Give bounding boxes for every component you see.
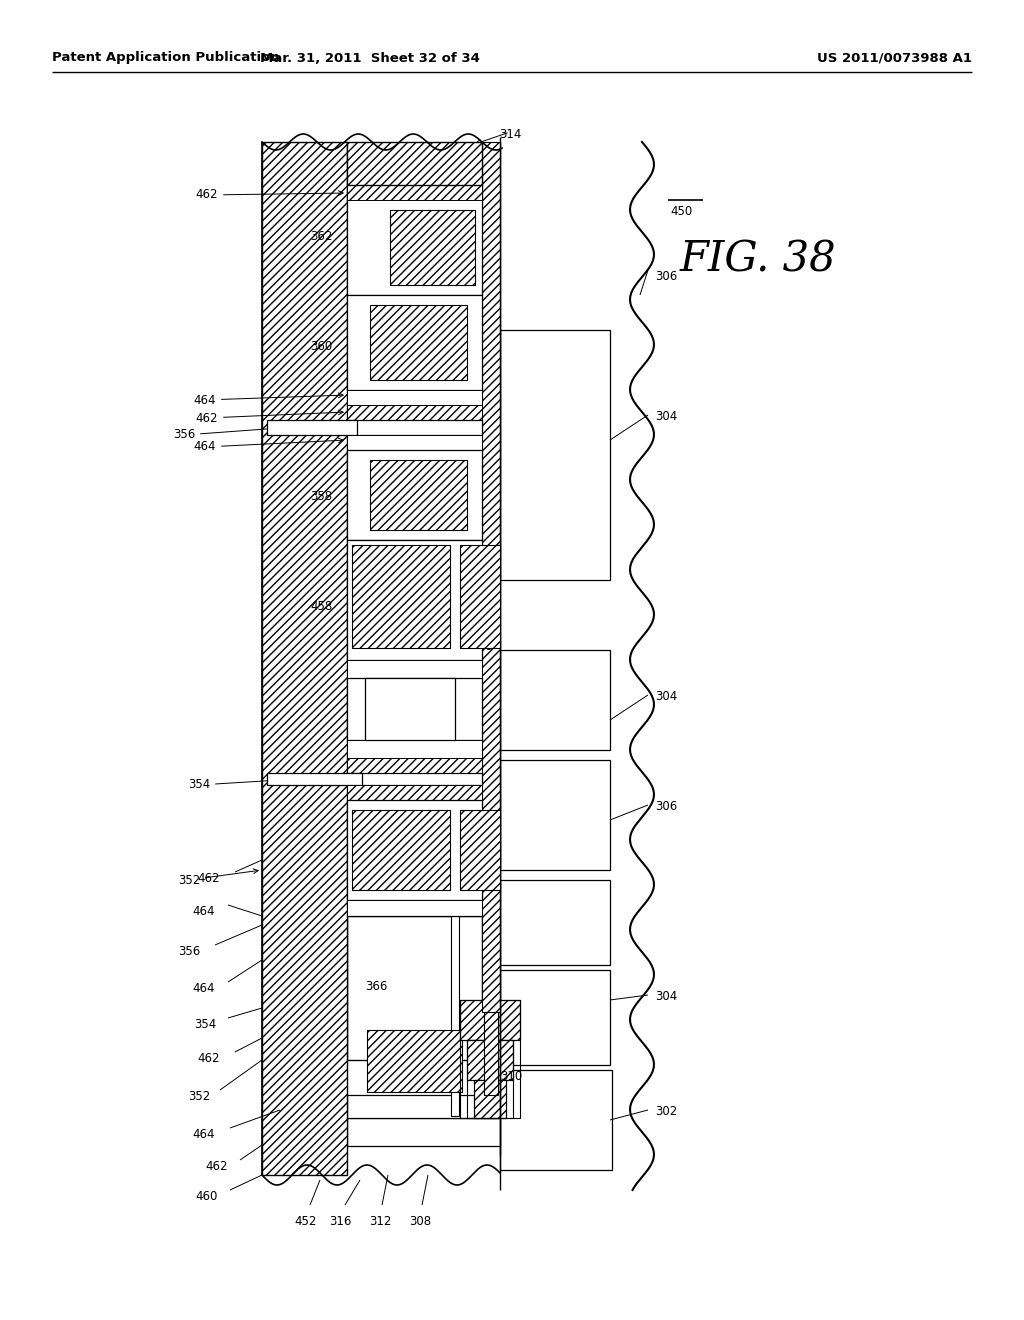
Bar <box>347 420 482 436</box>
Text: 464: 464 <box>194 438 343 454</box>
Bar <box>347 143 482 185</box>
Text: 316: 316 <box>329 1214 351 1228</box>
Text: 460: 460 <box>196 1191 218 1203</box>
Text: 354: 354 <box>194 1018 216 1031</box>
Text: 464: 464 <box>193 1129 215 1140</box>
Bar <box>500 649 610 750</box>
Bar <box>347 916 482 1060</box>
Bar <box>347 741 482 758</box>
Text: 312: 312 <box>369 1214 391 1228</box>
Bar <box>365 678 455 741</box>
Text: 366: 366 <box>400 227 422 240</box>
Bar <box>500 970 610 1065</box>
Text: 308: 308 <box>409 1214 431 1228</box>
Bar <box>347 185 482 294</box>
Bar <box>500 143 642 1191</box>
Text: 462: 462 <box>196 411 343 425</box>
Text: 452: 452 <box>360 850 382 863</box>
Bar <box>474 1080 506 1118</box>
Bar <box>262 143 347 1175</box>
Text: 306: 306 <box>655 800 677 813</box>
Text: 354: 354 <box>187 779 276 792</box>
Bar <box>460 810 500 890</box>
Bar <box>347 678 482 741</box>
Bar <box>500 880 610 965</box>
Bar <box>347 774 482 785</box>
Bar <box>484 1001 498 1096</box>
Bar <box>347 758 482 774</box>
Bar <box>370 459 467 531</box>
Bar <box>347 900 482 916</box>
Bar <box>352 545 450 648</box>
Bar <box>352 810 450 890</box>
Text: 462: 462 <box>198 1052 220 1065</box>
Text: 304: 304 <box>655 990 677 1003</box>
Bar <box>500 1071 612 1170</box>
Bar <box>460 1001 520 1118</box>
Bar <box>347 185 482 201</box>
Text: 464: 464 <box>194 393 343 407</box>
Text: 366: 366 <box>365 979 387 993</box>
Bar <box>347 436 482 450</box>
Text: 306: 306 <box>655 271 677 282</box>
Bar <box>467 1040 513 1080</box>
Bar <box>347 1096 500 1118</box>
Bar <box>370 305 467 380</box>
Text: 304: 304 <box>655 690 677 704</box>
Bar <box>267 420 357 436</box>
Text: 302: 302 <box>655 1105 677 1118</box>
Bar <box>451 916 459 1115</box>
Text: FIG. 38: FIG. 38 <box>680 239 837 281</box>
Text: 356: 356 <box>173 426 276 441</box>
Bar <box>390 210 475 285</box>
Text: 360: 360 <box>310 341 332 352</box>
Text: US 2011/0073988 A1: US 2011/0073988 A1 <box>817 51 972 65</box>
Text: 304: 304 <box>655 411 677 422</box>
Text: 462: 462 <box>196 189 343 202</box>
Bar <box>500 330 610 579</box>
Bar <box>347 785 482 800</box>
Bar <box>482 143 500 1012</box>
Text: 366: 366 <box>390 714 413 727</box>
Text: Mar. 31, 2011  Sheet 32 of 34: Mar. 31, 2011 Sheet 32 of 34 <box>260 51 480 65</box>
Text: 362: 362 <box>310 230 333 243</box>
Text: 450: 450 <box>670 205 692 218</box>
Bar <box>267 774 362 785</box>
Bar <box>467 1040 513 1118</box>
Bar <box>367 1030 462 1092</box>
Bar <box>500 760 610 870</box>
Bar <box>347 660 482 678</box>
Bar <box>460 1001 520 1040</box>
Bar <box>347 540 482 660</box>
Bar <box>347 800 482 900</box>
Text: 358: 358 <box>310 490 332 503</box>
Bar <box>347 294 482 389</box>
Text: 314: 314 <box>499 128 521 141</box>
Bar <box>347 1118 500 1146</box>
Text: 462: 462 <box>206 1160 228 1173</box>
Text: 352: 352 <box>178 869 258 887</box>
Text: 310: 310 <box>500 1071 522 1082</box>
Bar <box>347 389 482 405</box>
Text: 452: 452 <box>295 1214 317 1228</box>
Bar <box>460 1001 520 1040</box>
Text: 464: 464 <box>193 906 215 917</box>
Text: Patent Application Publication: Patent Application Publication <box>52 51 280 65</box>
Bar <box>467 1040 513 1080</box>
Text: 458: 458 <box>310 601 332 612</box>
Text: 352: 352 <box>187 1090 210 1104</box>
Text: 462: 462 <box>198 873 220 884</box>
Text: 316: 316 <box>470 640 493 653</box>
Bar <box>460 545 500 648</box>
Text: 464: 464 <box>193 982 215 995</box>
Bar <box>474 1080 506 1118</box>
Text: 356: 356 <box>178 945 200 958</box>
Bar <box>347 405 482 420</box>
Bar <box>347 450 482 540</box>
